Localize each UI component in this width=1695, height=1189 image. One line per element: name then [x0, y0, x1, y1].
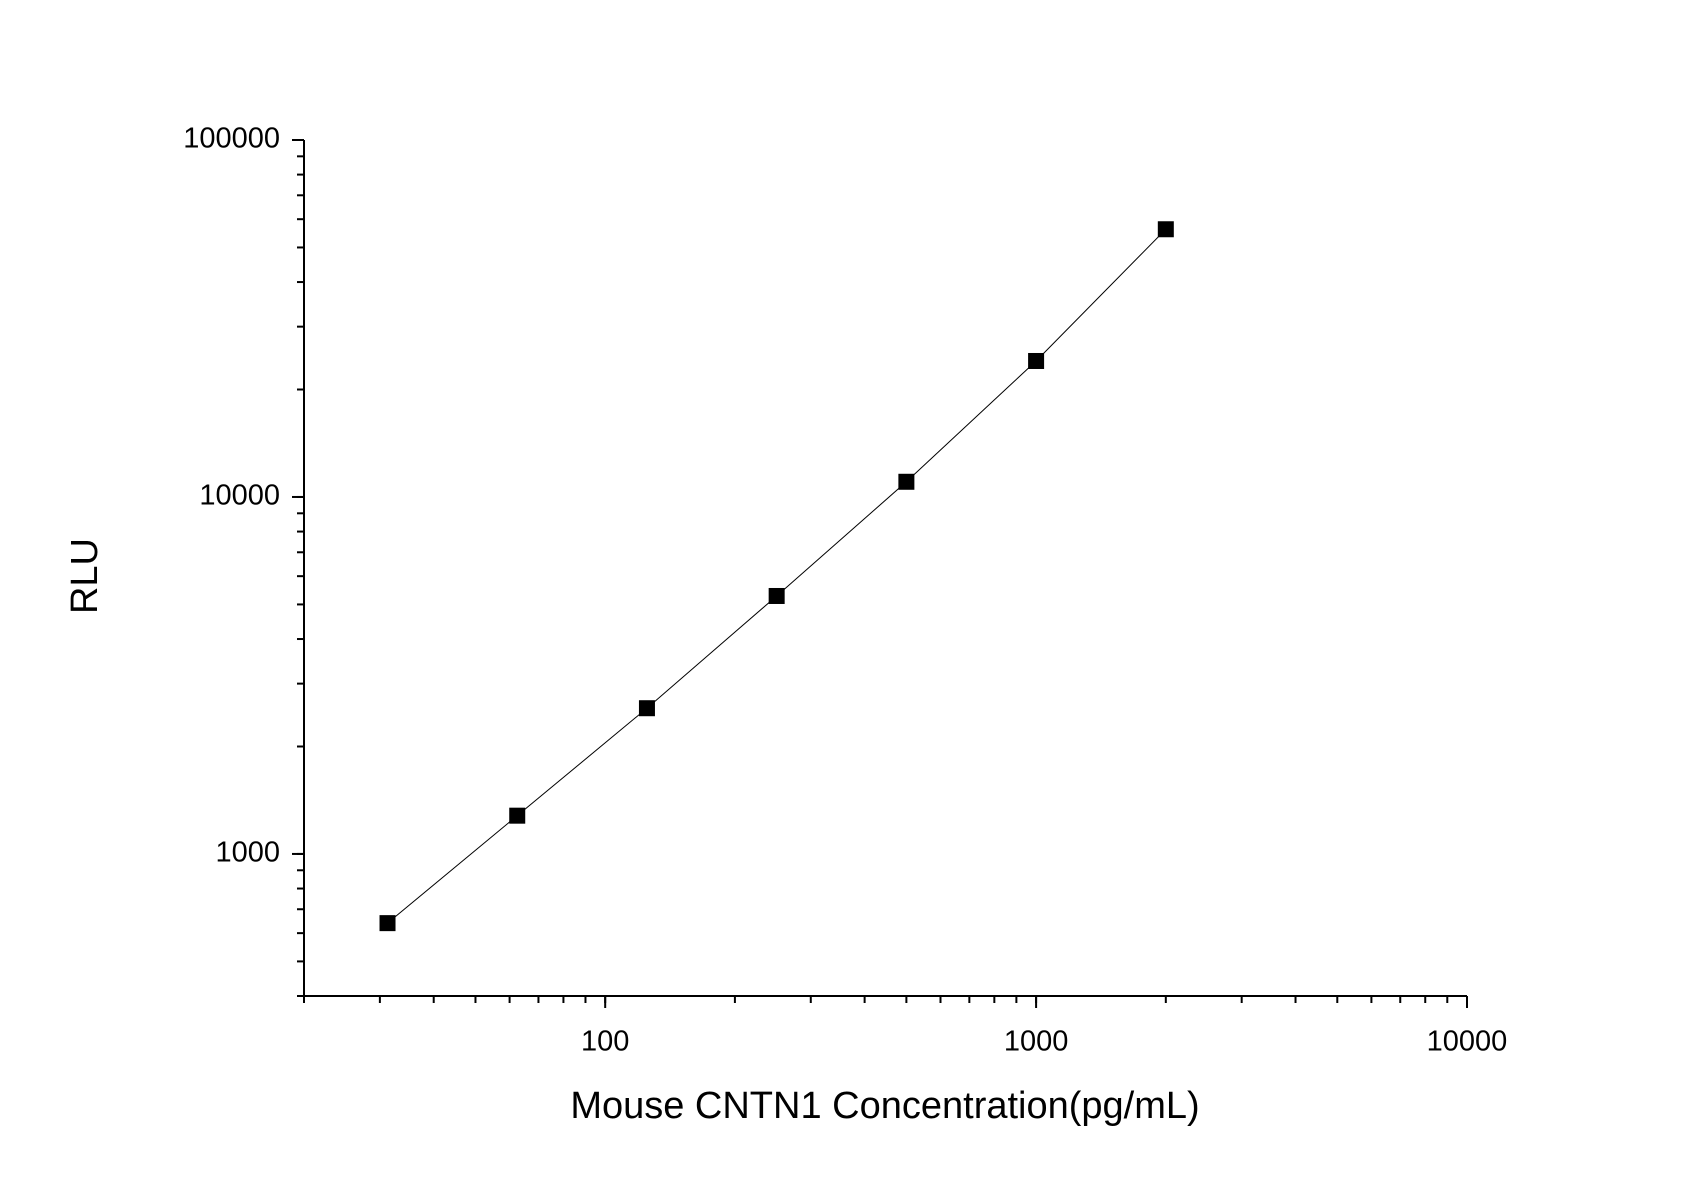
data-point — [898, 473, 915, 490]
data-point — [509, 807, 526, 824]
x-tick-label: 100 — [581, 1026, 629, 1058]
x-tick-label: 1000 — [1004, 1026, 1069, 1058]
y-tick-label: 10000 — [199, 480, 280, 512]
fit-line — [387, 228, 1167, 924]
x-axis-label: Mouse CNTN1 Concentration(pg/mL) — [570, 1085, 1199, 1127]
y-tick-label: 100000 — [183, 123, 280, 155]
data-point — [638, 700, 655, 717]
y-axis-label: RLU — [64, 538, 106, 614]
x-tick-label: 10000 — [1427, 1026, 1508, 1058]
y-tick-label: 1000 — [215, 837, 280, 869]
data-point — [1157, 221, 1174, 238]
data-point — [379, 915, 396, 932]
data-point — [1028, 352, 1045, 369]
data-point — [768, 587, 785, 604]
